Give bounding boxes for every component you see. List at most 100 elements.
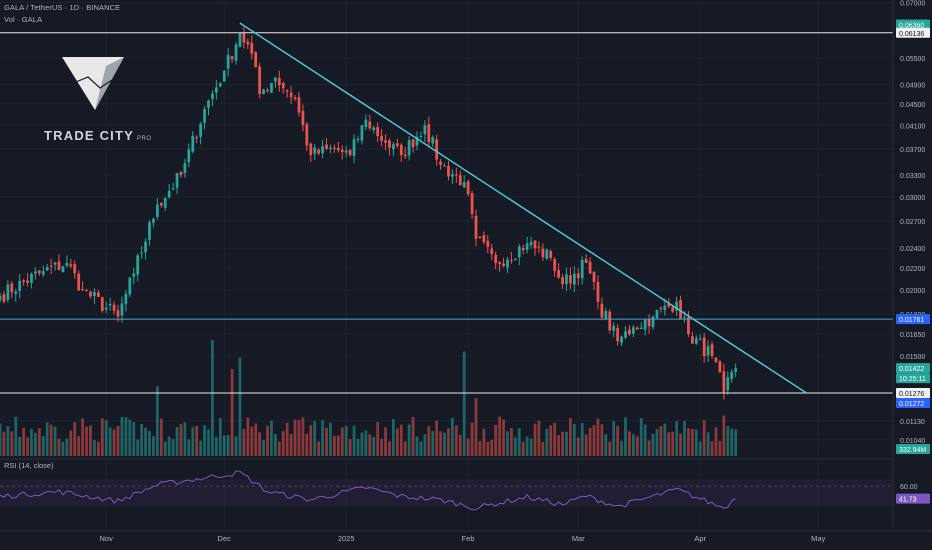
candle-body xyxy=(230,56,234,60)
candle-body xyxy=(356,139,360,141)
candle-body xyxy=(478,236,482,238)
candle-body xyxy=(690,336,694,344)
candle-body xyxy=(557,270,560,278)
time-tick-label: Dec xyxy=(218,534,232,543)
candle-body xyxy=(321,146,324,154)
candle-body xyxy=(155,204,159,218)
candle-body xyxy=(490,248,494,254)
candle-body xyxy=(517,246,521,258)
candle-body xyxy=(565,274,568,285)
price-tick-label: 0.02200 xyxy=(900,266,925,273)
price-tag-bg-countdown xyxy=(896,373,930,384)
candle-body xyxy=(628,329,631,335)
candle-body xyxy=(494,254,498,263)
volume-bar xyxy=(427,426,431,456)
candle-body xyxy=(65,262,69,266)
rsi-value-tag: 41.73 xyxy=(899,497,917,504)
price-tag-bg-white xyxy=(896,388,930,398)
price-tag-teal: 0.06360 xyxy=(899,23,924,30)
price-tag-bg-white xyxy=(896,27,930,38)
candle-body xyxy=(687,317,690,335)
candle-body xyxy=(730,371,734,380)
volume-bar xyxy=(321,420,324,456)
volume-bars xyxy=(0,340,738,456)
candle-body xyxy=(116,310,120,317)
candle-body xyxy=(37,270,41,274)
candle-body xyxy=(525,243,529,250)
candle-body xyxy=(171,188,175,190)
candle-body xyxy=(348,150,352,156)
volume-bar xyxy=(187,439,191,456)
volume-bar xyxy=(706,432,710,456)
volume-bar xyxy=(222,435,226,456)
candle-body xyxy=(663,305,667,311)
volume-bar xyxy=(273,433,277,456)
volume-bar xyxy=(541,442,545,456)
volume-bar xyxy=(624,417,627,456)
candle-body xyxy=(325,144,328,149)
candle-body xyxy=(281,82,285,89)
volume-bar xyxy=(325,427,328,456)
candle-body xyxy=(470,193,474,214)
volume-bar xyxy=(498,416,501,456)
price-tick-label: 0.03300 xyxy=(900,173,925,180)
volume-bar xyxy=(116,425,120,456)
rsi-tick-label: 60.00 xyxy=(900,484,918,491)
volume-bar xyxy=(521,441,525,456)
price-tick-label: 0.03700 xyxy=(900,147,925,154)
volume-bar xyxy=(435,420,439,456)
volume-bar xyxy=(392,419,395,456)
candle-body xyxy=(600,303,604,318)
candle-body xyxy=(635,327,639,330)
volume-bar xyxy=(376,422,380,456)
volume-bar xyxy=(529,438,533,456)
candle-body xyxy=(624,331,627,338)
volume-bar xyxy=(600,424,604,456)
volume-bar xyxy=(647,440,651,456)
volume-bar xyxy=(297,419,301,456)
volume-bar xyxy=(226,435,230,456)
candle-body xyxy=(152,218,155,223)
volume-bar xyxy=(258,432,262,456)
volume-bar xyxy=(690,428,694,456)
candle-body xyxy=(270,83,273,93)
candle-body xyxy=(246,41,250,45)
volume-bar xyxy=(604,434,608,456)
candle-body xyxy=(533,240,537,249)
candle-body xyxy=(73,264,77,274)
candle-body xyxy=(372,127,376,131)
volume-bar xyxy=(698,441,702,456)
volume-bar xyxy=(309,425,313,456)
volume-bar xyxy=(96,441,100,456)
volume-bar xyxy=(360,432,364,456)
volume-bar xyxy=(395,428,399,456)
volume-bar xyxy=(171,439,175,456)
candles xyxy=(0,26,738,400)
candle-body xyxy=(675,301,679,311)
candle-body xyxy=(679,300,682,319)
candle-body xyxy=(148,222,151,240)
candle-body xyxy=(726,377,730,391)
volume-bar xyxy=(211,340,214,456)
volume-bar xyxy=(462,351,466,456)
volume-bar xyxy=(163,441,167,456)
volume-bar xyxy=(592,425,596,456)
price-tag-bg-last xyxy=(896,363,930,374)
price-tag-countdown: 10:25:11 xyxy=(899,376,926,383)
volume-bar xyxy=(616,425,620,456)
candle-body xyxy=(427,124,431,143)
candle-body xyxy=(616,327,620,342)
volume-bar xyxy=(454,425,458,456)
volume-bar xyxy=(415,436,419,456)
candle-body xyxy=(388,140,391,148)
candle-body xyxy=(207,100,210,108)
volume-bar xyxy=(596,418,600,456)
volume-bar xyxy=(635,436,639,456)
candle-body xyxy=(553,259,557,271)
candle-body xyxy=(655,309,659,319)
volume-bar xyxy=(77,436,81,456)
candle-body xyxy=(458,175,462,186)
candle-body xyxy=(2,293,6,302)
